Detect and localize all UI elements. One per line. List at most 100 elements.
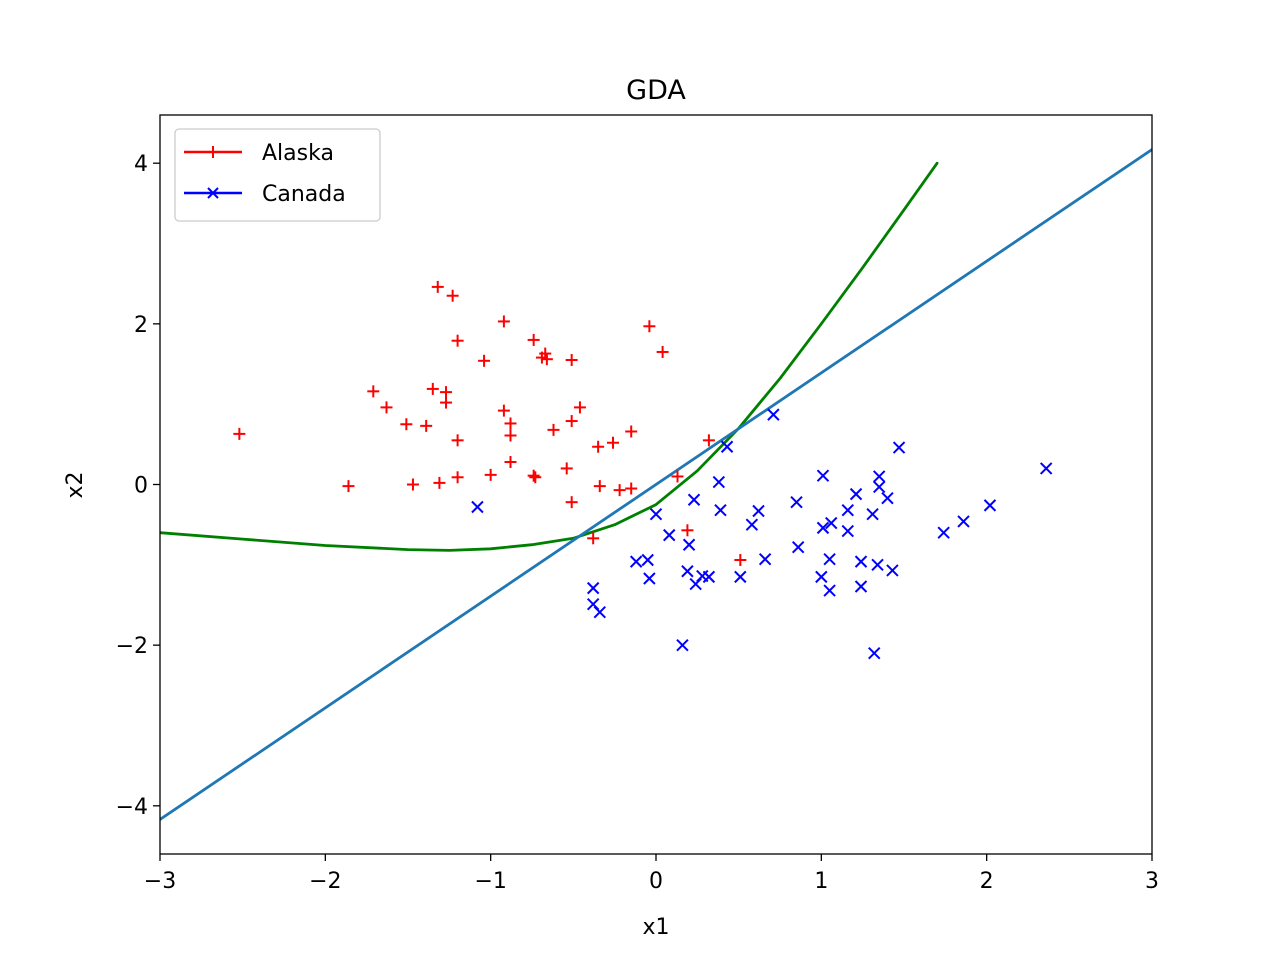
canada-point (841, 524, 854, 538)
alaska-point (625, 425, 638, 438)
canada-point (745, 518, 759, 531)
canada-point (712, 475, 726, 489)
legend-marker-alaska (207, 146, 219, 158)
canada-point (823, 584, 836, 597)
x-tick-label: 0 (649, 869, 663, 894)
quadratic-boundary-line (160, 161, 939, 552)
linear-boundary-line (160, 148, 1152, 821)
x-axis-label: x1 (642, 915, 669, 940)
legend-marker-canada (207, 187, 219, 199)
y-tick-label: 0 (134, 474, 148, 499)
canada-point (702, 570, 716, 584)
canada-point (854, 555, 868, 568)
alaska-point (484, 468, 497, 481)
x-tick-label: −2 (309, 869, 341, 894)
canada-point (586, 581, 600, 595)
canada-point (593, 606, 606, 619)
alaska-point (529, 471, 542, 484)
legend-label-alaska: Alaska (262, 141, 334, 166)
alaska-point (734, 554, 747, 567)
alaska-point (527, 469, 540, 482)
alaska-point (440, 386, 453, 399)
canada-point (868, 646, 881, 660)
canada-point (689, 577, 702, 591)
canada-point (681, 565, 694, 578)
y-axis-ticks: −4 −2 0 2 4 (116, 152, 160, 820)
alaska-point (565, 415, 578, 428)
alaska-point (497, 404, 510, 417)
alaska-point (671, 470, 684, 483)
canada-point (586, 597, 600, 611)
canada-point (872, 480, 886, 494)
y-tick-label: 4 (134, 152, 148, 177)
canada-point (841, 503, 854, 517)
alaska-point (540, 353, 553, 366)
canada-point (892, 441, 906, 454)
alaska-point (681, 524, 694, 537)
canada-point (752, 504, 765, 518)
canada-point (872, 470, 886, 483)
canada-point (871, 558, 884, 572)
alaska-point (504, 456, 517, 469)
canada-point (790, 495, 803, 509)
canada-point (937, 526, 950, 539)
canada-point (791, 540, 805, 554)
x-tick-label: 3 (1145, 869, 1159, 894)
alaska-point (504, 417, 517, 430)
alaska-point (560, 462, 573, 475)
alaska-point (420, 419, 433, 432)
canada-point (649, 508, 663, 521)
canada-point (471, 500, 484, 514)
canada-point (957, 515, 970, 528)
x-tick-label: −1 (474, 869, 506, 894)
canada-point (816, 469, 830, 482)
alaska-point (539, 347, 552, 360)
y-axis-label: x2 (63, 471, 88, 498)
y-tick-label: 2 (134, 313, 148, 338)
alaska-point (380, 401, 393, 414)
canada-point (866, 508, 879, 521)
alaska-point (367, 385, 380, 398)
x-tick-label: −3 (144, 869, 176, 894)
canada-point (641, 553, 654, 567)
canada-point (815, 570, 828, 584)
alaska-point (607, 436, 620, 449)
canada-point (881, 491, 894, 505)
y-tick-label: −2 (116, 634, 148, 659)
data-points (233, 280, 1053, 660)
chart-title: GDA (626, 75, 686, 106)
alaska-point (451, 434, 464, 447)
alaska-point (592, 440, 605, 453)
x-axis-ticks: −3 −2 −1 0 1 2 3 (144, 854, 1159, 894)
canada-point (854, 580, 868, 593)
alaska-point (565, 496, 578, 509)
x-tick-label: 1 (814, 869, 828, 894)
alaska-point (625, 482, 638, 495)
canada-point (983, 499, 997, 512)
canada-point (823, 552, 836, 566)
canada-point (734, 570, 747, 584)
alaska-point (451, 334, 464, 347)
alaska-point (400, 418, 413, 431)
alaska-point (643, 320, 656, 333)
legend-label-canada: Canada (262, 182, 346, 207)
canada-point (714, 503, 727, 517)
alaska-point (440, 396, 453, 409)
boundary-lines (160, 148, 1152, 821)
canada-point (720, 440, 734, 453)
alaska-point (613, 484, 626, 497)
canada-point (629, 555, 643, 568)
alaska-point (702, 434, 715, 447)
alaska-point (547, 423, 560, 436)
canada-point (663, 528, 676, 542)
canada-point (643, 572, 656, 585)
y-tick-label: −4 (116, 795, 148, 820)
canada-point (816, 521, 830, 535)
alaska-point (565, 353, 578, 366)
alaska-point (656, 345, 669, 358)
canada-point (849, 487, 863, 501)
x-tick-label: 2 (980, 869, 994, 894)
canada-point (886, 564, 899, 577)
alaska-point (446, 289, 459, 302)
